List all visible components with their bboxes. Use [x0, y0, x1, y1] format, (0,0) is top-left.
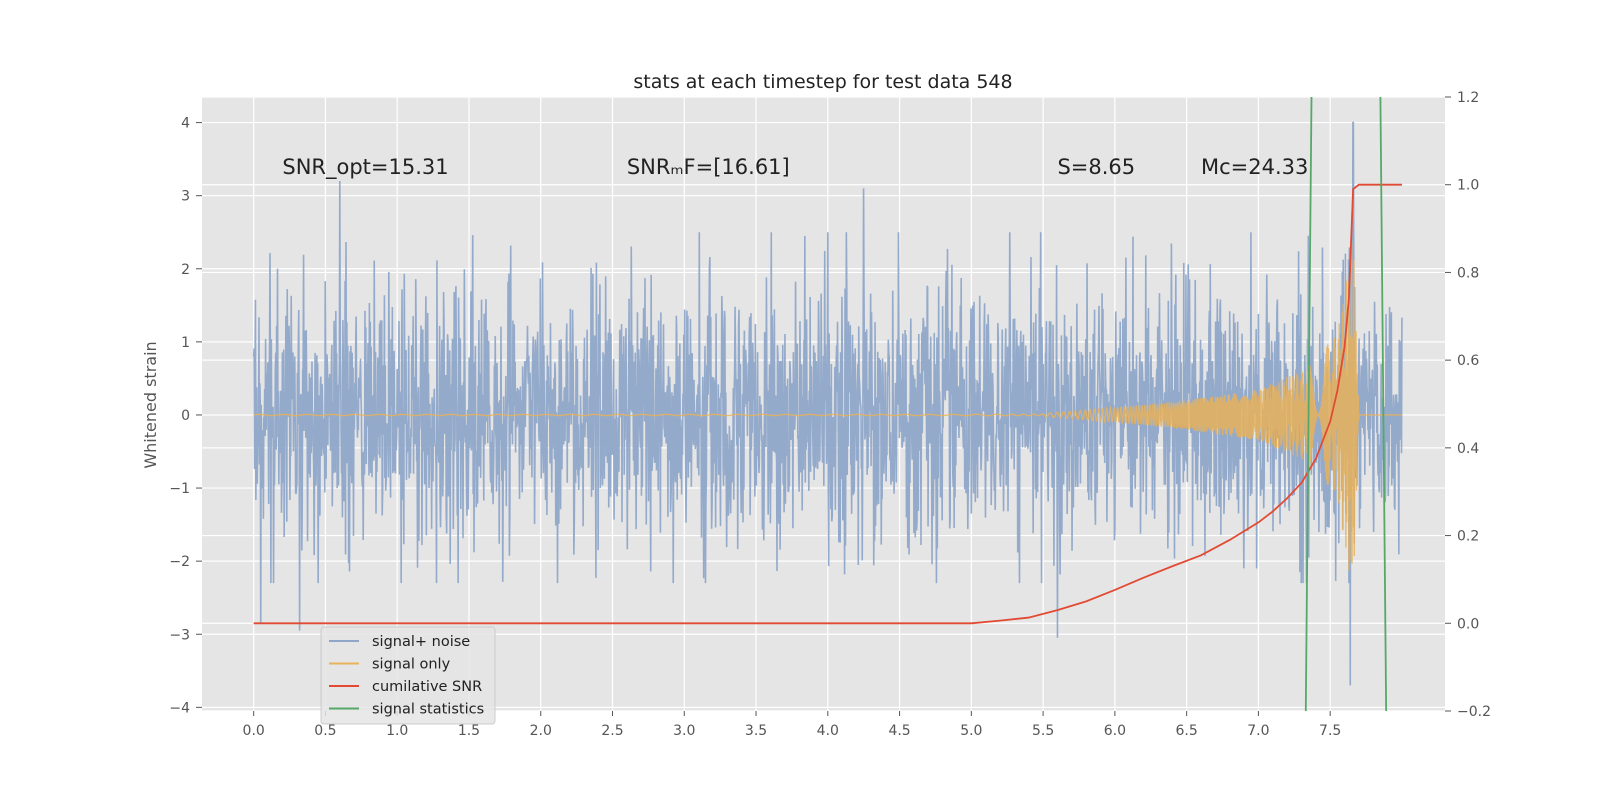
x-tick-label: 2.5 [601, 723, 623, 739]
legend: signal+ noise signal only cumilative SNR si… [320, 626, 496, 725]
x-tick-label: 7.0 [1247, 723, 1269, 739]
x-tick-label: 3.0 [673, 723, 695, 739]
y-axis-label: Whitened strain [141, 341, 160, 468]
y2-tick-label: 0.4 [1457, 441, 1479, 457]
annotation-s-value: S=8.65 [1057, 155, 1135, 179]
y2-tick-label: 1.0 [1457, 178, 1479, 194]
y-tick-label: 1 [181, 335, 190, 351]
series-signal-only [253, 242, 1402, 571]
y2-tick-label: 0.2 [1457, 529, 1479, 545]
x-tick-label: 7.5 [1319, 723, 1341, 739]
x-tick-label: 3.5 [745, 723, 767, 739]
y-tick-label: 2 [181, 262, 190, 278]
x-tick-label: 4.5 [888, 723, 910, 739]
legend-label: cumilative SNR [372, 679, 482, 695]
annotations: SNR_opt=15.31 SNRₘF=[16.61] S=8.65 Mᴄ=24.33 [282, 155, 1308, 180]
y2-tick-label: 0.6 [1457, 353, 1479, 369]
legend-label: signal statistics [372, 702, 484, 718]
series-cumulative-snr [253, 183, 1402, 625]
y-tick-label: −4 [169, 700, 190, 716]
y-axis-right: −0.2 0.0 0.2 0.4 0.6 0.8 1.0 1.2 [1445, 90, 1491, 720]
y-tick-label: 4 [181, 116, 190, 132]
series-signal-plus-noise [252, 121, 1403, 686]
series-signal-statistics-line [1379, 97, 1388, 711]
x-axis: 0.0 0.5 1.0 1.5 2.0 2.5 3.0 3.5 4.0 4.5 5.0 5.5 6.0 6… [243, 711, 1341, 739]
x-tick-label: 1.0 [386, 723, 408, 739]
x-tick-label: 4.0 [817, 723, 839, 739]
x-tick-label: 0.5 [314, 723, 336, 739]
annotation-mc-value: Mᴄ=24.33 [1201, 155, 1308, 179]
y2-tick-label: 0.8 [1457, 265, 1479, 281]
y-tick-label: 0 [181, 408, 190, 424]
y-tick-label: −2 [169, 554, 190, 570]
x-tick-label: 5.5 [1032, 723, 1054, 739]
x-tick-label: 6.0 [1104, 723, 1126, 739]
series-signal-statistics-line [1304, 97, 1313, 711]
legend-box [320, 626, 496, 725]
y2-tick-label: 0.0 [1457, 616, 1479, 632]
legend-label: signal only [372, 657, 451, 673]
chart-title: stats at each timestep for test data 548 [633, 71, 1012, 93]
x-tick-label: 6.5 [1176, 723, 1198, 739]
legend-label: signal+ noise [372, 634, 470, 650]
y-axis-left: −4 −3 −2 −1 0 1 2 3 4 [169, 116, 202, 716]
annotation-snr-mf: SNRₘF=[16.61] [627, 155, 790, 179]
annotation-snr-opt: SNR_opt=15.31 [282, 155, 448, 180]
x-tick-label: 2.0 [530, 723, 552, 739]
y-tick-label: −1 [169, 481, 190, 497]
y-tick-label: 3 [181, 189, 190, 205]
y-tick-label: −3 [169, 627, 190, 643]
x-tick-label: 5.0 [960, 723, 982, 739]
y2-tick-label: 1.2 [1457, 90, 1479, 106]
x-tick-label: 1.5 [458, 723, 480, 739]
y2-tick-label: −0.2 [1457, 704, 1491, 720]
x-tick-label: 0.0 [243, 723, 265, 739]
